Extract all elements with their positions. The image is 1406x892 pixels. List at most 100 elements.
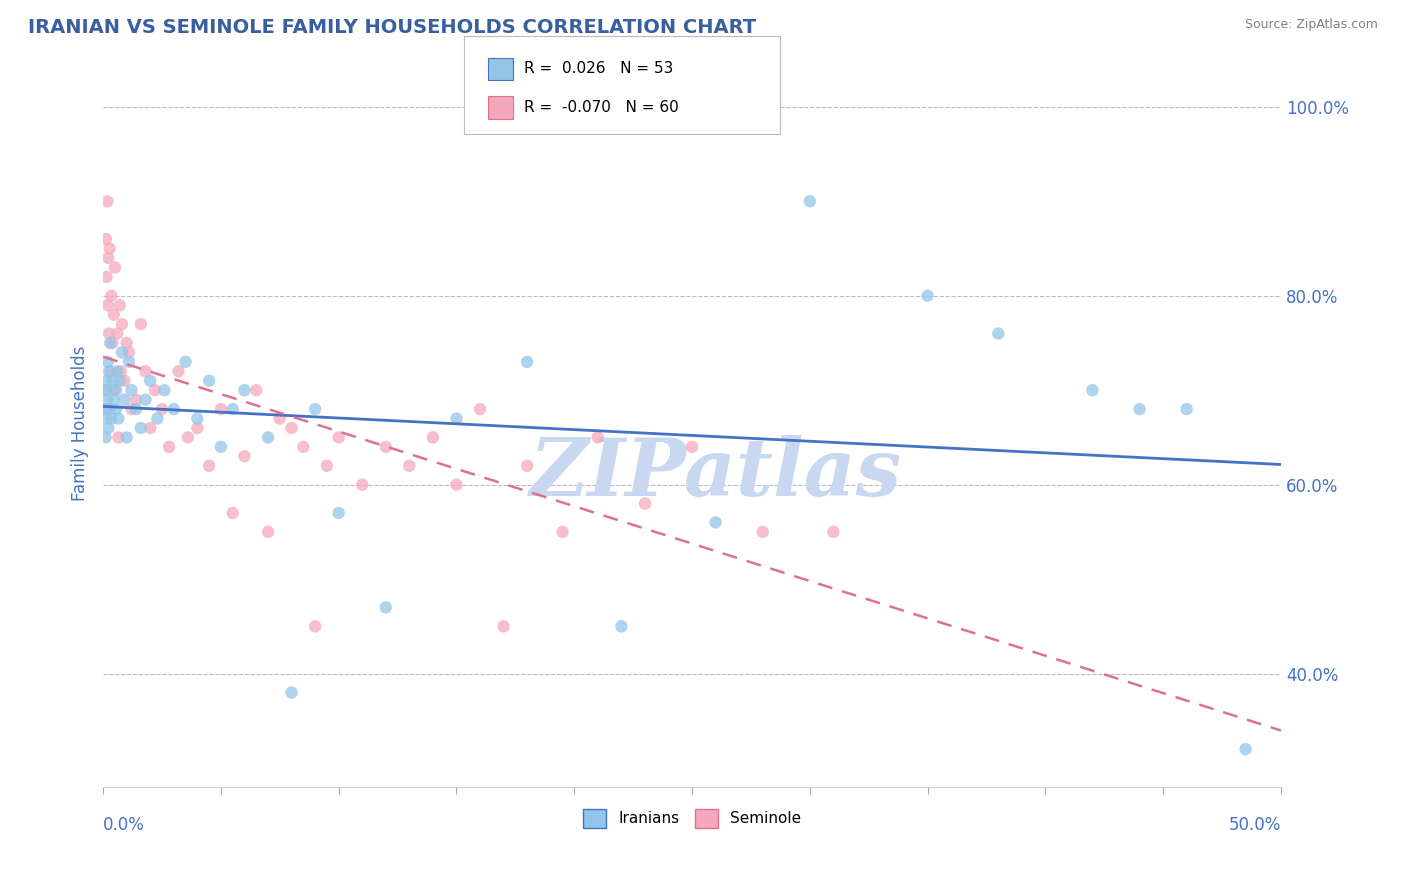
Point <box>610 619 633 633</box>
Point <box>120 402 142 417</box>
Point <box>280 685 302 699</box>
Point <box>115 335 138 350</box>
Point <box>233 383 256 397</box>
Point <box>374 600 396 615</box>
Point <box>104 260 127 275</box>
Point <box>97 251 120 265</box>
Point <box>352 477 374 491</box>
Point <box>97 298 120 312</box>
Point <box>146 411 169 425</box>
Text: ZIPatlas: ZIPatlas <box>530 435 901 513</box>
Point <box>174 355 197 369</box>
Point <box>139 374 162 388</box>
Point <box>103 392 125 407</box>
Point <box>135 392 157 407</box>
Y-axis label: Family Households: Family Households <box>72 345 89 501</box>
Point <box>135 364 157 378</box>
Point <box>101 335 124 350</box>
Point <box>94 402 117 417</box>
Point <box>96 392 118 407</box>
Point <box>551 524 574 539</box>
Point <box>823 524 845 539</box>
Point <box>98 364 121 378</box>
Point <box>105 326 128 341</box>
Point <box>118 345 141 359</box>
Point <box>177 430 200 444</box>
Point <box>96 411 118 425</box>
Point <box>150 402 173 417</box>
Point <box>304 619 326 633</box>
Point <box>108 298 131 312</box>
Point <box>280 421 302 435</box>
Point <box>104 383 127 397</box>
Point <box>111 317 134 331</box>
Point <box>516 458 538 473</box>
Point <box>129 421 152 435</box>
Point <box>221 506 243 520</box>
Point <box>125 402 148 417</box>
Point <box>233 450 256 464</box>
Point <box>328 506 350 520</box>
Point <box>704 516 727 530</box>
Point <box>634 497 657 511</box>
Point <box>987 326 1010 341</box>
Point <box>107 411 129 425</box>
Point <box>98 326 121 341</box>
Text: Source: ZipAtlas.com: Source: ZipAtlas.com <box>1244 18 1378 31</box>
Point <box>115 430 138 444</box>
Point <box>186 421 208 435</box>
Point <box>103 308 125 322</box>
Point <box>209 440 232 454</box>
Point <box>167 364 190 378</box>
Point <box>96 374 118 388</box>
Point <box>101 374 124 388</box>
Point <box>97 421 120 435</box>
Point <box>917 289 939 303</box>
Point <box>751 524 773 539</box>
Point <box>328 430 350 444</box>
Point <box>98 402 121 417</box>
Point <box>110 364 132 378</box>
Point <box>269 411 291 425</box>
Point <box>198 458 221 473</box>
Point <box>139 421 162 435</box>
Point <box>118 355 141 369</box>
Point <box>398 458 420 473</box>
Point <box>108 374 131 388</box>
Point <box>100 411 122 425</box>
Point <box>98 335 121 350</box>
Point <box>157 440 180 454</box>
Point <box>468 402 491 417</box>
Point <box>129 317 152 331</box>
Point <box>112 374 135 388</box>
Point <box>96 269 118 284</box>
Point <box>257 524 280 539</box>
Text: R =  -0.070   N = 60: R = -0.070 N = 60 <box>524 100 679 114</box>
Point <box>94 383 117 397</box>
Point <box>120 383 142 397</box>
Text: 50.0%: 50.0% <box>1229 816 1281 834</box>
Point <box>100 364 122 378</box>
Point <box>94 430 117 444</box>
Text: 0.0%: 0.0% <box>103 816 145 834</box>
Text: IRANIAN VS SEMINOLE FAMILY HOUSEHOLDS CORRELATION CHART: IRANIAN VS SEMINOLE FAMILY HOUSEHOLDS CO… <box>28 18 756 37</box>
Point <box>111 345 134 359</box>
Point <box>94 402 117 417</box>
Point <box>586 430 609 444</box>
Point <box>143 383 166 397</box>
Text: R =  0.026   N = 53: R = 0.026 N = 53 <box>524 62 673 76</box>
Point <box>125 392 148 407</box>
Point <box>446 477 468 491</box>
Point <box>107 430 129 444</box>
Point <box>105 402 128 417</box>
Point <box>97 355 120 369</box>
Point <box>221 402 243 417</box>
Point <box>163 402 186 417</box>
Point <box>1175 402 1198 417</box>
Point <box>94 232 117 246</box>
Point <box>292 440 315 454</box>
Point <box>492 619 515 633</box>
Point <box>94 383 117 397</box>
Point <box>446 411 468 425</box>
Point <box>209 402 232 417</box>
